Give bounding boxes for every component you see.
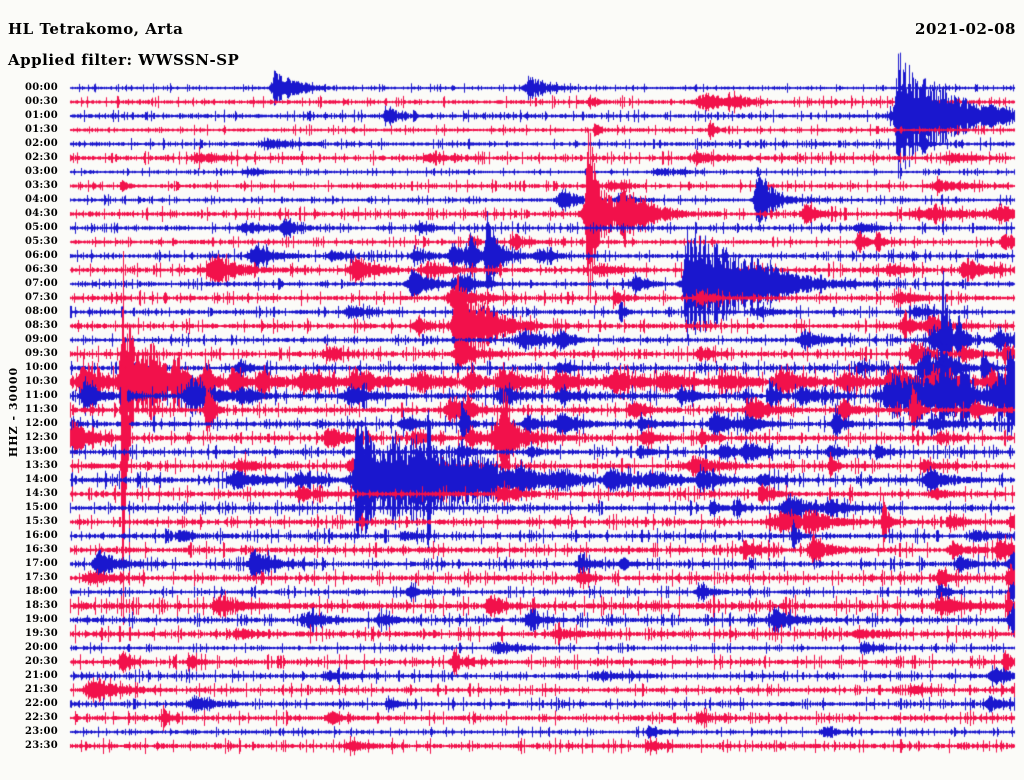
time-label: 12:00 <box>24 418 58 429</box>
time-label: 00:00 <box>24 82 58 93</box>
time-label: 10:00 <box>24 362 58 373</box>
time-label: 08:00 <box>24 306 58 317</box>
time-label: 12:30 <box>24 432 58 443</box>
time-label: 16:00 <box>24 530 58 541</box>
time-axis: 00:00 00:30 01:00 01:30 02:00 02:30 03:00 03:30… <box>0 0 60 780</box>
time-label: 23:30 <box>24 740 58 751</box>
time-label: 20:30 <box>24 656 58 667</box>
station-title: HL Tetrakomo, Arta <box>8 20 184 38</box>
time-label: 04:00 <box>24 194 58 205</box>
time-label: 01:30 <box>24 124 58 135</box>
time-label: 08:30 <box>24 320 58 331</box>
time-label: 03:00 <box>24 166 58 177</box>
time-label: 09:30 <box>24 348 58 359</box>
time-label: 11:00 <box>24 390 58 401</box>
applied-filter-label: Applied filter: WWSSN-SP <box>8 51 240 69</box>
time-label: 21:30 <box>24 684 58 695</box>
time-label: 15:00 <box>24 502 58 513</box>
time-label: 06:00 <box>24 250 58 261</box>
time-label: 18:00 <box>24 586 58 597</box>
time-label: 14:00 <box>24 474 58 485</box>
time-label: 18:30 <box>24 600 58 611</box>
time-label: 03:30 <box>24 180 58 191</box>
time-label: 10:30 <box>24 376 58 387</box>
time-label: 05:00 <box>24 222 58 233</box>
time-label: 19:00 <box>24 614 58 625</box>
time-label: 13:00 <box>24 446 58 457</box>
time-label: 17:00 <box>24 558 58 569</box>
time-label: 22:30 <box>24 712 58 723</box>
time-label: 02:30 <box>24 152 58 163</box>
time-label: 16:30 <box>24 544 58 555</box>
time-label: 07:30 <box>24 292 58 303</box>
time-label: 15:30 <box>24 516 58 527</box>
time-label: 01:00 <box>24 110 58 121</box>
time-label: 07:00 <box>24 278 58 289</box>
time-label: 00:30 <box>24 96 58 107</box>
date-label: 2021-02-08 <box>915 20 1016 38</box>
time-label: 22:00 <box>24 698 58 709</box>
time-label: 14:30 <box>24 488 58 499</box>
time-label: 19:30 <box>24 628 58 639</box>
time-label: 11:30 <box>24 404 58 415</box>
time-label: 02:00 <box>24 138 58 149</box>
time-label: 13:30 <box>24 460 58 471</box>
time-label: 04:30 <box>24 208 58 219</box>
time-label: 21:00 <box>24 670 58 681</box>
time-label: 17:30 <box>24 572 58 583</box>
time-label: 23:00 <box>24 726 58 737</box>
time-label: 05:30 <box>24 236 58 247</box>
time-label: 20:00 <box>24 642 58 653</box>
time-label: 09:00 <box>24 334 58 345</box>
time-label: 06:30 <box>24 264 58 275</box>
